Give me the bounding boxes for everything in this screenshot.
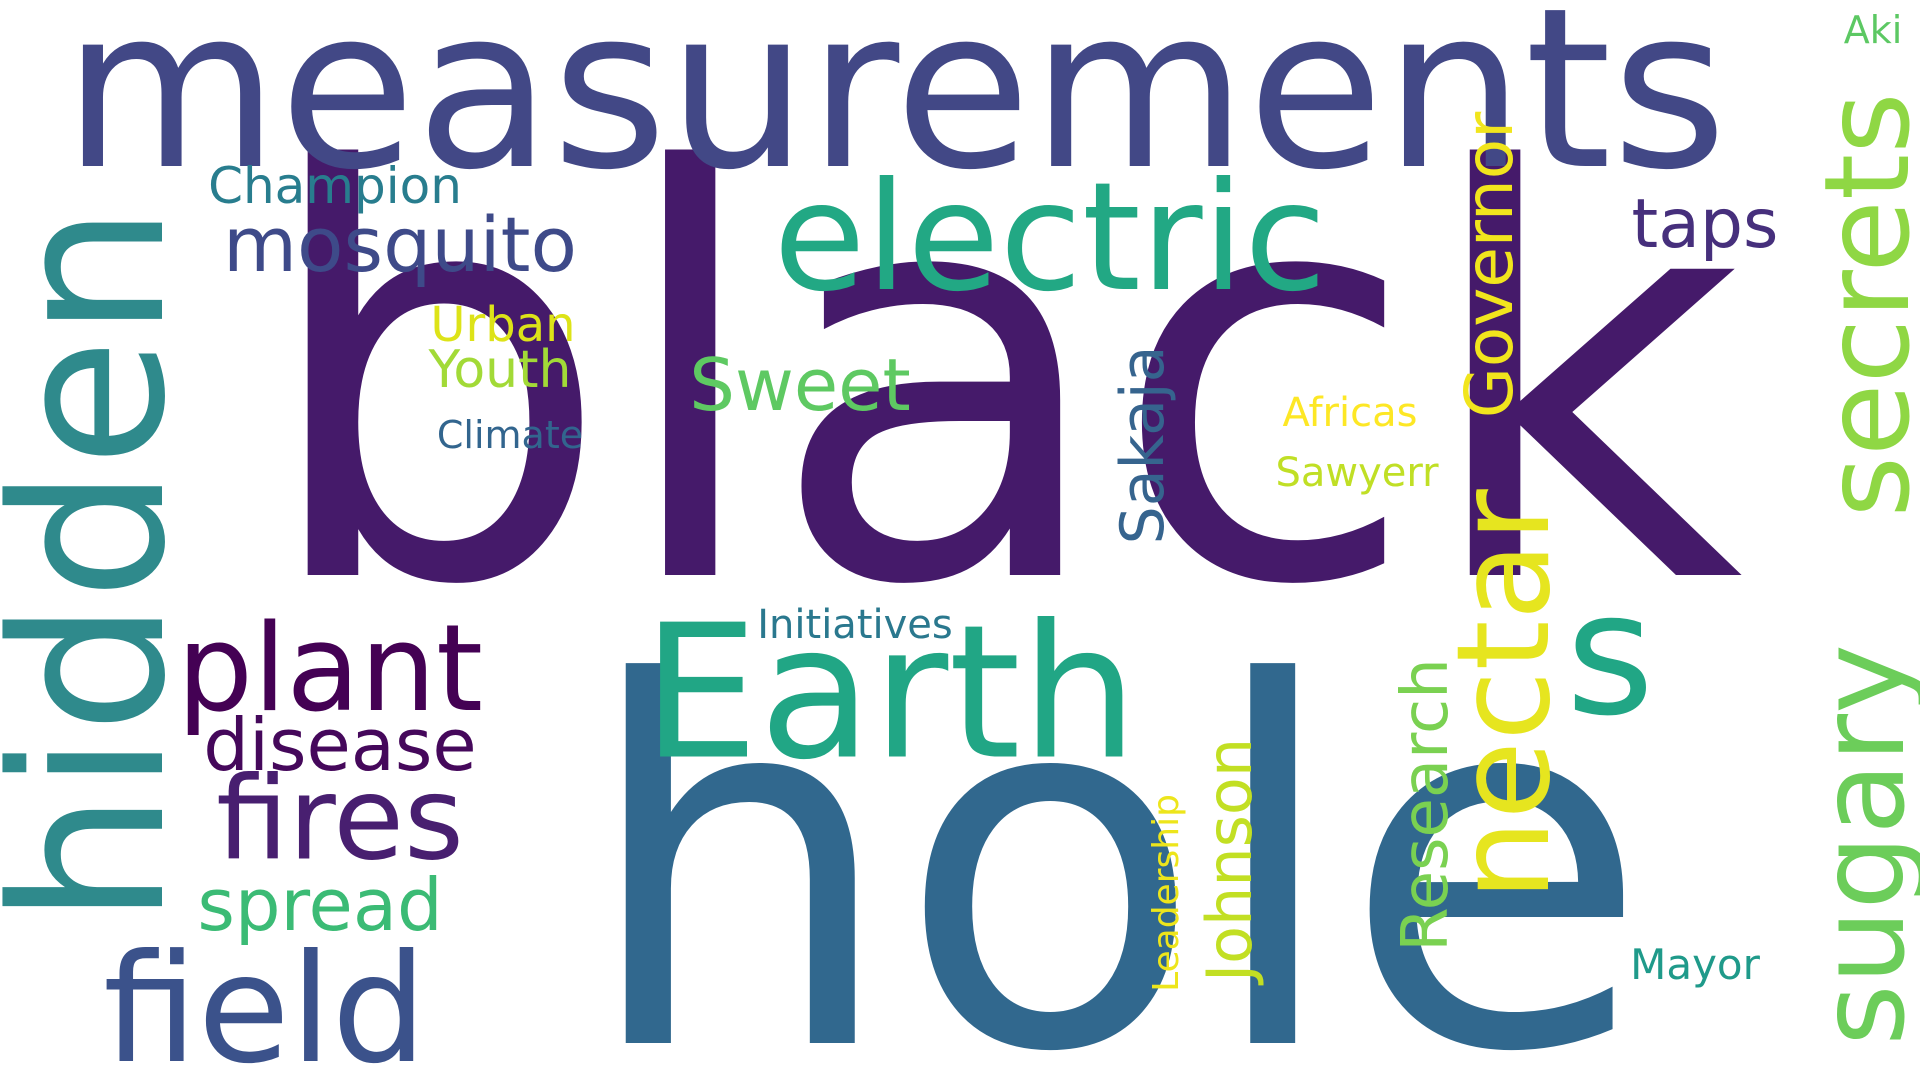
word-Earth: Earth: [641, 584, 1139, 801]
word-hidden: hidden: [0, 204, 212, 926]
word-Research: Research: [1389, 658, 1463, 952]
word-black: black: [256, 56, 1744, 708]
word-Governor: Governor: [1451, 111, 1528, 419]
word-electric: electric: [773, 151, 1327, 325]
word-sugary: sugary: [1793, 644, 1920, 1046]
word-measurements: measurements: [62, 0, 1728, 219]
word-Sawyerr: Sawyerr: [1275, 450, 1439, 496]
word-Urban: Urban: [430, 297, 576, 353]
word-Africas: Africas: [1282, 390, 1418, 436]
word-spread: spread: [197, 863, 443, 947]
word-Initiatives: Initiatives: [757, 602, 953, 648]
word-Champion: Champion: [208, 157, 462, 215]
word-secrets: secrets: [1798, 92, 1920, 518]
word-field: field: [103, 923, 427, 1080]
word-s: s: [1565, 556, 1655, 754]
word-Aki: Aki: [1843, 8, 1903, 52]
word-Leadership: Leadership: [1146, 794, 1187, 992]
word-fires: fires: [216, 752, 464, 887]
word-taps: taps: [1631, 185, 1779, 264]
word-Youth: Youth: [428, 340, 572, 400]
word-Johnson: Johnson: [1193, 737, 1266, 983]
word-mosquito: mosquito: [223, 200, 577, 289]
word-plant: plant: [176, 600, 484, 739]
word-Sweet: Sweet: [689, 343, 911, 427]
word-Sakaja: Sakaja: [1108, 345, 1178, 545]
word-disease: disease: [203, 703, 477, 787]
word-Mayor: Mayor: [1630, 940, 1760, 989]
word-hole: hole: [580, 579, 1650, 1080]
word-Climate: Climate: [436, 413, 584, 457]
